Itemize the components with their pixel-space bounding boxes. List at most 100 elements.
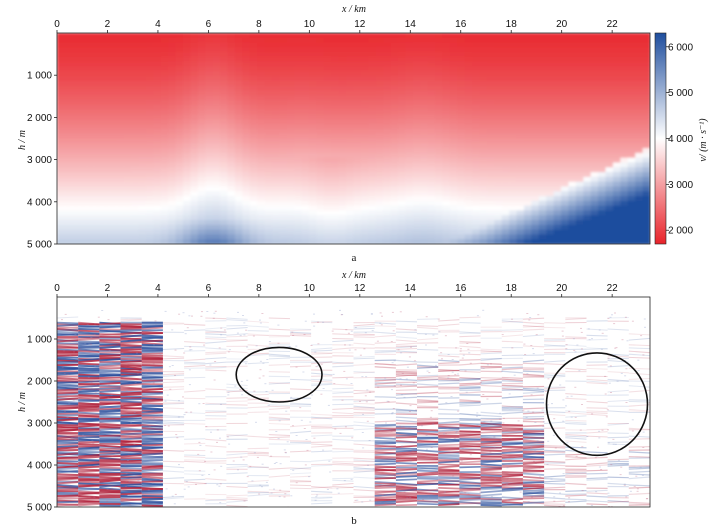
velocity-cell: [405, 196, 414, 202]
velocity-cell: [227, 186, 236, 192]
velocity-cell: [316, 181, 325, 188]
velocity-cell: [538, 186, 547, 192]
velocity-cell: [568, 143, 577, 149]
velocity-cell: [168, 114, 177, 120]
reflector-segment: [141, 457, 163, 461]
velocity-cell: [427, 152, 436, 159]
velocity-cell: [123, 33, 132, 39]
velocity-cell: [642, 90, 650, 96]
velocity-cell: [57, 220, 66, 226]
velocity-cell: [271, 100, 280, 106]
velocity-cell: [590, 200, 599, 207]
velocity-cell: [531, 114, 540, 120]
velocity-cell: [368, 114, 377, 120]
velocity-cell: [79, 157, 88, 164]
velocity-cell: [635, 162, 644, 168]
velocity-cell: [494, 229, 503, 236]
velocity-cell: [360, 220, 369, 226]
velocity-cell: [427, 181, 436, 188]
velocity-cell: [457, 37, 466, 44]
velocity-cell: [338, 152, 347, 159]
velocity-cell: [635, 143, 644, 149]
velocity-cell: [531, 215, 540, 221]
velocity-cell: [234, 181, 243, 188]
velocity-cell: [405, 152, 414, 159]
velocity-cell: [160, 148, 169, 154]
velocity-cell: [86, 181, 95, 188]
reflector-segment: [565, 393, 587, 396]
velocity-cell: [331, 114, 340, 120]
velocity-cell: [175, 104, 184, 111]
velocity-cell: [360, 224, 369, 231]
velocity-cell: [583, 220, 592, 226]
velocity-cell: [368, 138, 377, 144]
velocity-cell: [383, 52, 392, 58]
velocity-cell: [160, 119, 169, 125]
velocity-cell: [368, 224, 377, 231]
velocity-cell: [583, 104, 592, 111]
velocity-cell: [575, 76, 584, 82]
velocity-cell: [531, 109, 540, 116]
velocity-cell: [175, 33, 184, 39]
panel-b-y-tick-label: 1 000: [27, 335, 52, 346]
velocity-cell: [612, 148, 621, 154]
reflector-segment: [438, 377, 460, 380]
velocity-cell: [390, 61, 399, 68]
velocity-cell: [494, 47, 503, 53]
velocity-cell: [449, 234, 458, 240]
velocity-cell: [160, 90, 169, 96]
velocity-cell: [516, 47, 525, 53]
reflector-segment: [459, 382, 481, 385]
velocity-cell: [442, 56, 451, 63]
velocity-cell: [145, 167, 154, 173]
velocity-cell: [635, 80, 644, 87]
reflector-segment: [459, 340, 481, 344]
velocity-cell: [553, 47, 562, 53]
reflector-segment: [99, 427, 121, 431]
reflector-segment: [99, 339, 121, 342]
velocity-cell: [323, 76, 332, 82]
velocity-cell: [131, 220, 140, 226]
velocity-cell: [383, 172, 392, 178]
velocity-cell: [220, 176, 229, 183]
velocity-cell: [153, 71, 162, 77]
reflector-segment: [459, 332, 481, 335]
reflector-segment: [459, 422, 481, 426]
velocity-cell: [612, 100, 621, 106]
velocity-cell: [286, 66, 295, 72]
velocity-cell: [309, 196, 318, 202]
velocity-cell: [420, 61, 429, 68]
velocity-cell: [197, 152, 206, 159]
velocity-cell: [79, 128, 88, 135]
velocity-cell: [123, 95, 132, 101]
velocity-cell: [553, 220, 562, 226]
velocity-cell: [301, 76, 310, 82]
velocity-cell: [220, 52, 229, 58]
velocity-cell: [153, 109, 162, 116]
reflector-segment: [522, 334, 545, 338]
velocity-cell: [242, 186, 251, 192]
velocity-cell: [412, 90, 421, 96]
velocity-cell: [101, 181, 110, 188]
velocity-cell: [583, 124, 592, 130]
velocity-cell: [627, 239, 636, 244]
velocity-cell: [138, 66, 147, 72]
velocity-cell: [331, 210, 340, 216]
velocity-cell: [94, 181, 103, 188]
reflector-segment: [586, 334, 608, 337]
colorbar-tick-label: 5 000: [668, 88, 693, 99]
velocity-cell: [472, 104, 481, 111]
reflector-segment: [78, 405, 100, 409]
velocity-cell: [635, 191, 644, 197]
velocity-cell: [346, 176, 355, 183]
velocity-cell: [294, 239, 303, 244]
velocity-cell: [568, 229, 577, 236]
colorbar-tick-label: 3 000: [668, 180, 693, 191]
velocity-cell: [323, 133, 332, 140]
velocity-cell: [516, 196, 525, 202]
reflector-segment: [205, 369, 227, 372]
velocity-cell: [561, 66, 570, 72]
velocity-cell: [309, 205, 318, 212]
velocity-cell: [175, 133, 184, 140]
velocity-cell: [264, 205, 273, 212]
